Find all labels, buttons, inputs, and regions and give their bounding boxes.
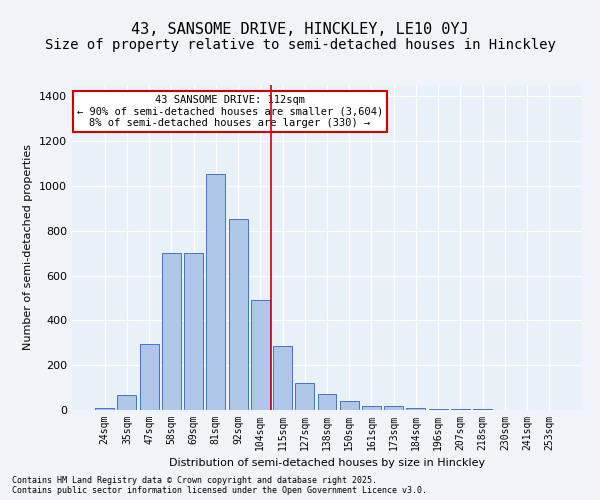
Text: 43, SANSOME DRIVE, HINCKLEY, LE10 0YJ: 43, SANSOME DRIVE, HINCKLEY, LE10 0YJ bbox=[131, 22, 469, 38]
Y-axis label: Number of semi-detached properties: Number of semi-detached properties bbox=[23, 144, 34, 350]
Bar bbox=[140, 344, 158, 410]
Bar bbox=[162, 253, 181, 410]
Bar bbox=[273, 346, 292, 410]
Text: Contains HM Land Registry data © Crown copyright and database right 2025.
Contai: Contains HM Land Registry data © Crown c… bbox=[12, 476, 427, 495]
Bar bbox=[206, 174, 225, 410]
Bar bbox=[406, 408, 425, 410]
Bar bbox=[451, 409, 470, 410]
Bar bbox=[95, 408, 114, 410]
Bar bbox=[118, 396, 136, 410]
X-axis label: Distribution of semi-detached houses by size in Hinckley: Distribution of semi-detached houses by … bbox=[169, 458, 485, 468]
Bar bbox=[184, 253, 203, 410]
Bar bbox=[429, 409, 448, 410]
Bar bbox=[229, 220, 248, 410]
Text: 43 SANSOME DRIVE: 112sqm
← 90% of semi-detached houses are smaller (3,604)
8% of: 43 SANSOME DRIVE: 112sqm ← 90% of semi-d… bbox=[77, 94, 383, 128]
Bar bbox=[384, 406, 403, 410]
Bar bbox=[251, 300, 270, 410]
Text: Size of property relative to semi-detached houses in Hinckley: Size of property relative to semi-detach… bbox=[44, 38, 556, 52]
Bar bbox=[317, 394, 337, 410]
Bar bbox=[340, 401, 359, 410]
Bar bbox=[295, 383, 314, 410]
Bar bbox=[362, 406, 381, 410]
